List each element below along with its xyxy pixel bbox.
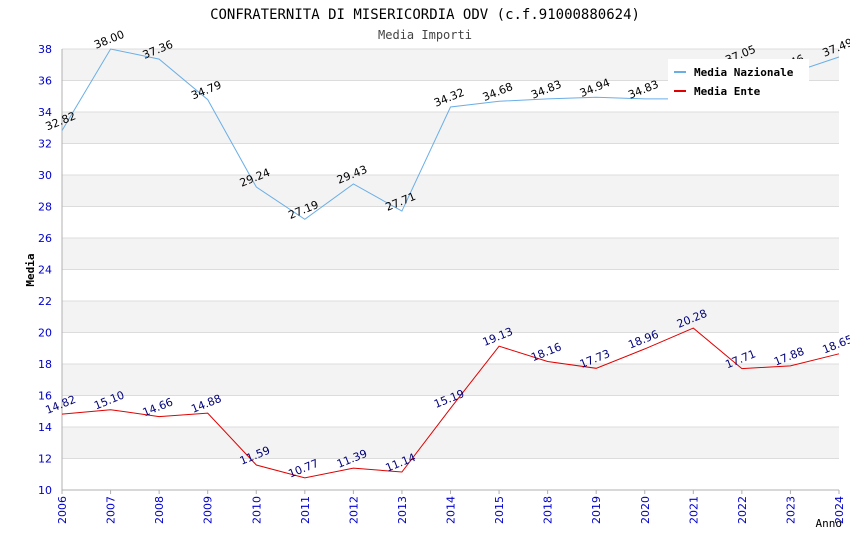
x-tick-label: 2014 [445,496,458,524]
grid-band [62,364,839,396]
y-tick-label: 12 [38,453,52,466]
y-tick-labels: 10 12 14 16 18 20 22 24 26 28 30 32 34 36 38 [38,43,52,497]
x-tick-label: 2021 [687,496,700,524]
x-tick-label: 2023 [784,496,797,524]
data-label: 10.77 [286,457,320,481]
data-label: 38.00 [92,28,126,52]
y-tick-label: 10 [38,484,52,497]
y-tick-label: 20 [38,327,52,340]
x-tick-label: 2024 [833,496,846,524]
data-label: 18.65 [821,333,850,357]
x-tick-label: 2015 [493,496,506,524]
chart-title: CONFRATERNITA DI MISERICORDIA ODV (c.f.9… [210,7,640,23]
legend-box [668,59,809,101]
y-tick-label: 32 [38,138,52,151]
data-label: 34.83 [626,78,660,102]
x-axis-label: Anno [816,517,843,530]
y-tick-label: 14 [38,421,52,434]
x-tick-label: 2013 [396,496,409,524]
x-tick-label: 2011 [299,496,312,524]
grid-band [62,175,839,207]
x-tick-label: 2019 [590,496,603,524]
y-tick-label: 22 [38,295,52,308]
chart-subtitle: Media Importi [378,28,472,42]
y-tick-label: 28 [38,201,52,214]
legend: Media Nazionale Media Ente [668,59,809,101]
x-tick-label: 2007 [105,496,118,524]
legend-label: Media Ente [694,85,761,98]
y-tick-label: 38 [38,43,52,56]
x-tick-label: 2009 [202,496,215,524]
x-tick-labels: 2006 2007 2008 2009 2010 2011 2012 2013 2014 2015… [56,496,846,524]
axes [61,49,840,494]
legend-label: Media Nazionale [694,66,794,79]
y-tick-label: 24 [38,264,52,277]
x-tick-label: 2008 [153,496,166,524]
grid-bands [62,49,839,459]
y-axis-label: Media [24,253,37,286]
y-tick-label: 36 [38,75,52,88]
grid-band [62,238,839,270]
grid-band [62,112,839,144]
y-tick-label: 26 [38,232,52,245]
x-tick-label: 2006 [56,496,69,524]
y-tick-label: 34 [38,106,52,119]
x-tick-label: 2010 [250,496,263,524]
grid-band [62,427,839,459]
x-tick-label: 2020 [639,496,652,524]
y-tick-label: 18 [38,358,52,371]
grid-band [62,301,839,333]
y-tick-label: 16 [38,390,52,403]
x-tick-label: 2018 [542,496,555,524]
y-tick-label: 30 [38,169,52,182]
series-line-media-ente [61,327,840,479]
x-tick-label: 2012 [347,496,360,524]
x-tick-label: 2022 [736,496,749,524]
